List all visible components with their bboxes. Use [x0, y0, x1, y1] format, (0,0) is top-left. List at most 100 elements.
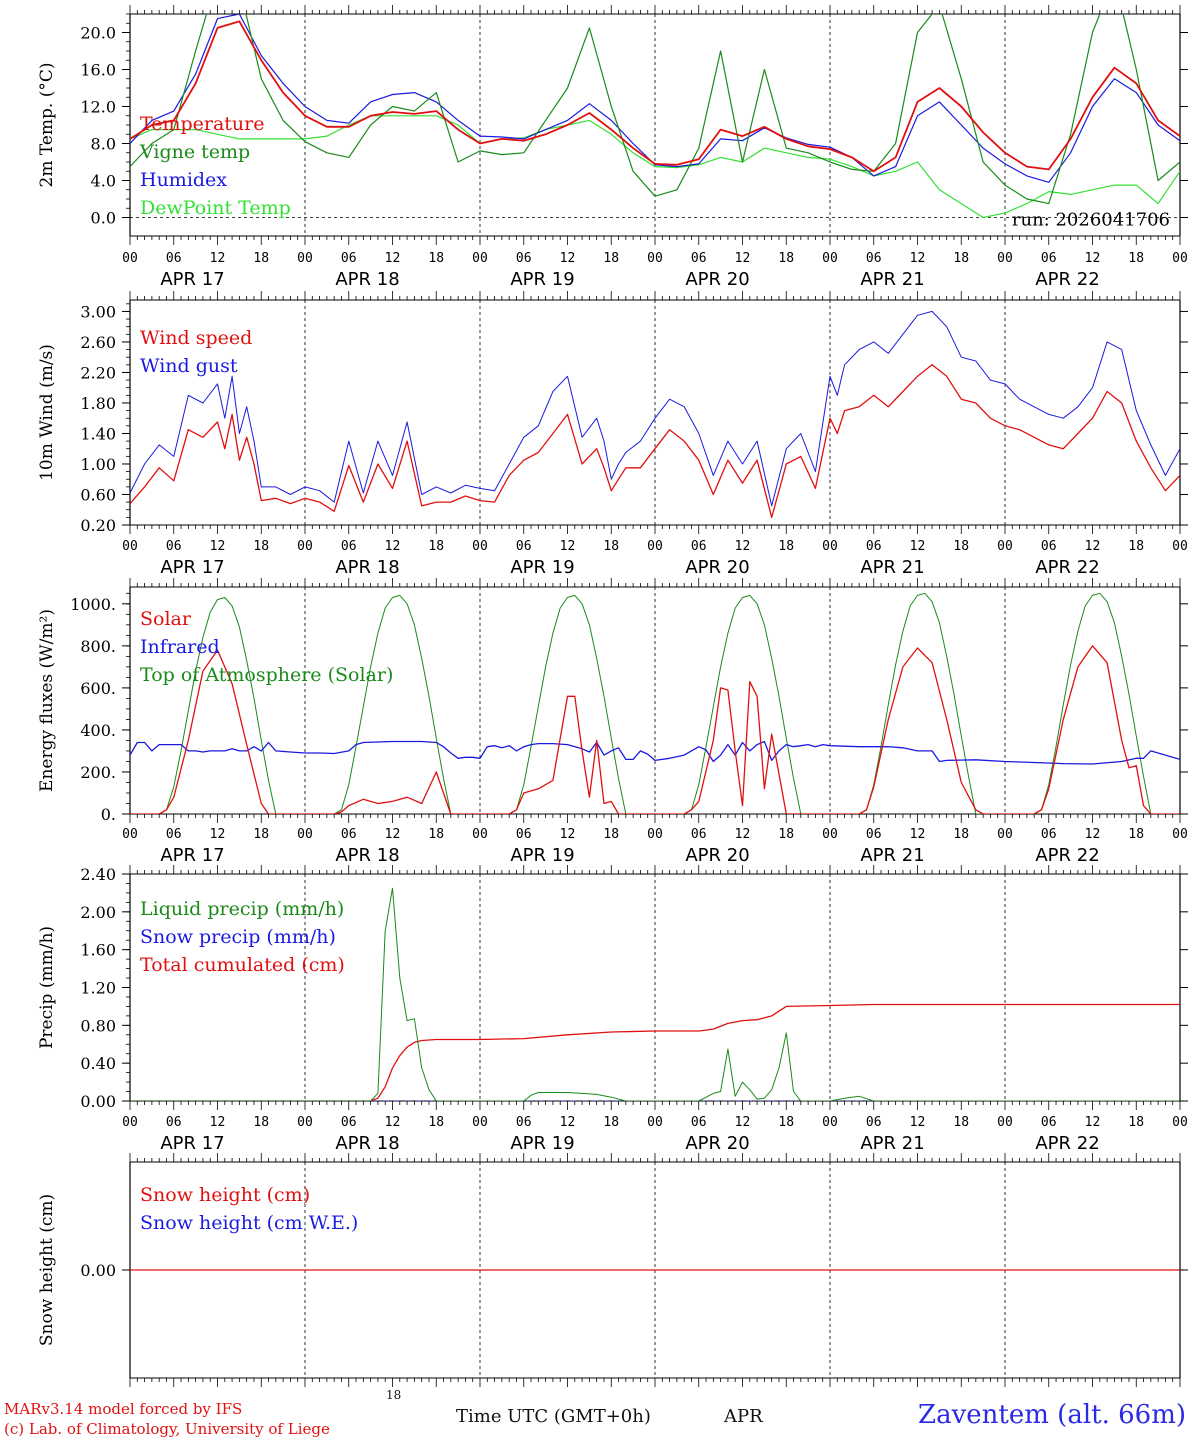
y-axis-label: Snow height (cm) — [37, 1194, 57, 1346]
day-label: APR 19 — [510, 1133, 574, 1154]
legend-entry: Snow precip (mm/h) — [140, 926, 336, 948]
day-label: APR 19 — [510, 269, 574, 290]
x-tick-label: 06 — [516, 539, 532, 554]
x-tick-label: 00 — [822, 1115, 838, 1130]
x-tick-label: 00 — [122, 827, 138, 842]
y-tick-label: 0.00 — [80, 1261, 116, 1280]
y-tick-label: 0.60 — [80, 485, 116, 504]
y-tick-label: 4.0 — [91, 172, 116, 191]
x-tick-label: 12 — [210, 827, 226, 842]
day-label: APR 22 — [1035, 845, 1099, 866]
x-tick-label: 12 — [560, 1115, 576, 1130]
x-tick-label: 06 — [866, 827, 882, 842]
month-label: APR — [724, 1406, 763, 1427]
x-tick-label: 18 — [1128, 251, 1144, 266]
x-tick-label: 06 — [691, 827, 707, 842]
x-tick-label: 06 — [866, 251, 882, 266]
panel-3: 0. 200. 400. 600. 800. 1000. Energy fluxes (W/… — [37, 578, 1188, 866]
x-tick-label: 00 — [647, 539, 663, 554]
y-tick-label: 1.80 — [80, 394, 116, 413]
y-tick-label: 0.00 — [80, 1092, 116, 1111]
y-axis-label: Precip (mm/h) — [37, 926, 57, 1049]
x-tick-label: 18 — [778, 1115, 794, 1130]
x-tick-label: 18 — [1128, 539, 1144, 554]
x-tick-label: 12 — [210, 1115, 226, 1130]
y-tick-label: 0.0 — [91, 209, 116, 228]
legend-entry: Infrared — [140, 636, 220, 658]
day-label: APR 20 — [685, 1133, 749, 1154]
day-label: APR 17 — [160, 269, 224, 290]
x-tick-label: 00 — [1172, 1115, 1188, 1130]
x-tick-label: 12 — [910, 539, 926, 554]
legend-entry: Vigne temp — [139, 141, 250, 163]
legend-entry: Snow height (cm) — [140, 1184, 310, 1206]
x-tick-label: 00 — [647, 251, 663, 266]
x-tick-label: 12 — [735, 251, 751, 266]
x-tick-label: 00 — [297, 827, 313, 842]
x-tick-label: 18 — [603, 251, 619, 266]
series-line-solar — [130, 645, 1180, 814]
x-tick-label: 06 — [1041, 1115, 1057, 1130]
x-tick-label: 06 — [341, 1115, 357, 1130]
series-line-dewpoint-temp — [130, 115, 1180, 219]
x-tick-label: 12 — [1085, 827, 1101, 842]
y-tick-label: 2.00 — [80, 903, 116, 922]
x-tick-label: 18 — [603, 539, 619, 554]
y-tick-label: 0.20 — [80, 516, 116, 535]
x-tick-label: 12 — [385, 251, 401, 266]
y-tick-label: 12.0 — [80, 98, 116, 117]
x-tick-label: 00 — [822, 539, 838, 554]
day-label: APR 22 — [1035, 269, 1099, 290]
x-tick-label: 00 — [472, 1115, 488, 1130]
day-label: APR 18 — [335, 845, 399, 866]
x-tick-label: 12 — [1085, 1115, 1101, 1130]
x-tick-label: 12 — [910, 1115, 926, 1130]
day-label: APR 21 — [860, 557, 924, 578]
x-tick-label: 18 — [603, 827, 619, 842]
lab-credit: (c) Lab. of Climatology, University of L… — [4, 1420, 330, 1438]
y-tick-label: 2.60 — [80, 333, 116, 352]
day-label: APR 20 — [685, 269, 749, 290]
y-tick-label: 0.40 — [80, 1054, 116, 1073]
y-tick-label: 3.00 — [80, 302, 116, 321]
x-tick-label: 06 — [341, 251, 357, 266]
y-axis-label: Energy fluxes (W/m²) — [37, 609, 57, 792]
x-tick-label: 00 — [997, 827, 1013, 842]
x-tick-label: 06 — [866, 1115, 882, 1130]
x-tick-label: 00 — [647, 1115, 663, 1130]
y-tick-label: 2.40 — [80, 865, 116, 884]
legend-entry: Total cumulated (cm) — [140, 954, 345, 976]
series-line-liquid-precip-mm-h- — [130, 887, 1180, 1101]
x-tick-label: 12 — [1085, 251, 1101, 266]
day-label: APR 22 — [1035, 557, 1099, 578]
legend-entry: Snow height (cm W.E.) — [140, 1212, 358, 1234]
legend-entry: DewPoint Temp — [140, 197, 291, 219]
y-tick-label: 8.0 — [91, 135, 116, 154]
y-tick-label: 0.80 — [80, 1016, 116, 1035]
series-line-wind-gust — [130, 310, 1180, 507]
day-label: APR 19 — [510, 845, 574, 866]
x-tick-label: 12 — [560, 539, 576, 554]
x-tick-label: 00 — [1172, 539, 1188, 554]
y-tick-label: 1.00 — [80, 455, 116, 474]
x-tick-label: 06 — [691, 251, 707, 266]
x-tick-label: 18 — [428, 539, 444, 554]
day-label: APR 22 — [1035, 1133, 1099, 1154]
x-tick-label: 00 — [472, 539, 488, 554]
series-line-infrared — [130, 740, 1180, 765]
x-tick-label: 00 — [1172, 827, 1188, 842]
series-line-wind-speed — [130, 364, 1180, 519]
time-axis-label: Time UTC (GMT+0h) — [456, 1406, 651, 1427]
x-tick-label: 18 — [778, 539, 794, 554]
x-tick-label: 00 — [1172, 251, 1188, 266]
x-tick-label: 00 — [122, 1115, 138, 1130]
station-label: Zaventem (alt. 66m) — [918, 1400, 1186, 1430]
y-tick-label: 1.20 — [80, 979, 116, 998]
x-tick-label: 18 — [603, 1115, 619, 1130]
run-annotation: run: 2026041706 — [1012, 210, 1170, 231]
x-tick-label: 18 — [1128, 827, 1144, 842]
y-axis-label: 2m Temp. (°C) — [37, 62, 57, 187]
x-tick-label: 06 — [516, 251, 532, 266]
y-tick-label: 0. — [101, 805, 116, 824]
day-label: APR 20 — [685, 845, 749, 866]
